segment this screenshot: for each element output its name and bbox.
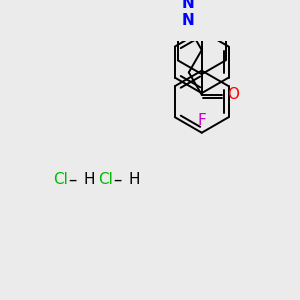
Text: O: O xyxy=(228,87,240,102)
Text: –: – xyxy=(113,170,122,188)
Text: H: H xyxy=(84,172,95,187)
Text: N: N xyxy=(182,13,195,28)
Text: –: – xyxy=(68,170,76,188)
Text: F: F xyxy=(197,112,206,128)
Text: H: H xyxy=(128,172,140,187)
Text: Cl: Cl xyxy=(98,172,113,187)
Text: Cl: Cl xyxy=(53,172,68,187)
Text: N: N xyxy=(182,0,195,11)
